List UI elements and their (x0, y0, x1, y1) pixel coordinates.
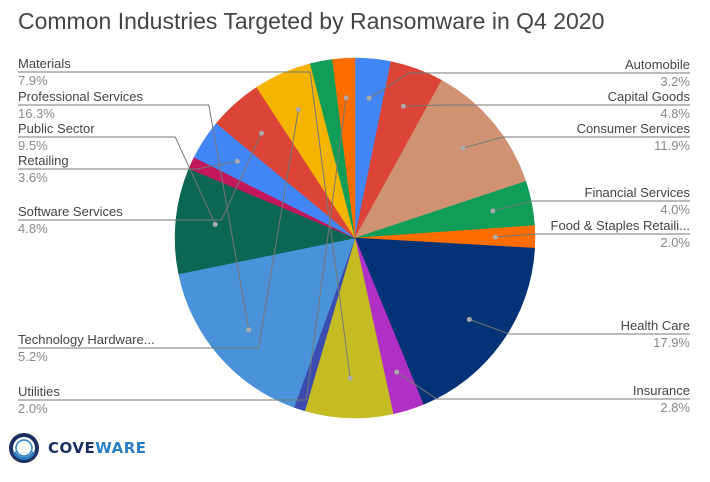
leader-dot (347, 375, 353, 381)
leader-dot (343, 95, 349, 101)
slice-label: Automobile (625, 57, 690, 72)
slice-label: Food & Staples Retaili... (551, 218, 690, 233)
leader-line (492, 200, 690, 212)
slice-label: Professional Services (18, 89, 143, 104)
slice-value-label: 4.8% (18, 221, 48, 236)
leader-line (18, 160, 238, 170)
leader-dot (258, 130, 264, 136)
leader-dot (246, 327, 252, 333)
slice-health-care (354, 237, 535, 405)
leader-line (403, 104, 690, 107)
slice-label: Capital Goods (608, 89, 691, 104)
slice-value-label: 7.9% (18, 73, 48, 88)
leader-dot (492, 234, 498, 240)
logo-text-ware: WARE (95, 439, 147, 457)
logo-text-cove: COVE (48, 439, 96, 457)
slice-label: Insurance (633, 383, 690, 398)
slice-label: Utilities (18, 384, 60, 399)
leader-line (18, 71, 351, 379)
slice-value-label: 11.9% (654, 138, 690, 153)
slice-label: Consumer Services (577, 121, 691, 136)
slice-label: Retailing (18, 153, 69, 168)
slice-value-label: 3.6% (18, 170, 48, 185)
slice-consumer-services (354, 79, 527, 239)
slice-value-label: 9.5% (18, 138, 48, 153)
slice-utilities (332, 57, 356, 239)
leader-dot (234, 158, 240, 164)
leader-dot (460, 145, 466, 151)
slice-value-label: 16.3% (18, 106, 55, 121)
leader-line (462, 136, 690, 149)
leader-dot (466, 316, 472, 322)
coveware-logo: COVEWARE (8, 432, 147, 464)
slice-value-label: 3.2% (660, 74, 690, 89)
slice-label: Software Services (18, 204, 123, 219)
slice-professional-services (178, 237, 356, 408)
leader-line (18, 104, 250, 330)
slice-value-label: 4.8% (660, 106, 690, 121)
leader-dot (212, 221, 218, 227)
slice-value-label: 2.0% (660, 235, 690, 250)
leader-line (18, 97, 347, 401)
slice-label: Materials (18, 56, 71, 71)
leader-dot (400, 103, 406, 109)
slice-label: Public Sector (18, 121, 95, 136)
leader-line (469, 318, 690, 335)
leader-line (18, 133, 262, 221)
leader-line (396, 371, 690, 400)
slice-value-label: 2.8% (660, 400, 690, 415)
leader-dot (394, 369, 400, 375)
leader-dot (295, 107, 301, 113)
logo-ring-icon (9, 433, 39, 463)
slice-value-label: 4.0% (660, 202, 690, 217)
leader-line (18, 136, 216, 225)
chart-title: Common Industries Targeted by Ransomware… (18, 8, 605, 34)
leader-dot (366, 95, 372, 101)
slice-value-label: 2.0% (18, 401, 48, 416)
slice-label: Health Care (621, 318, 690, 333)
leader-dot (490, 208, 496, 214)
slice-value-label: 17.9% (653, 335, 690, 350)
slice-label: Technology Hardware... (18, 332, 155, 347)
leader-line (368, 72, 690, 99)
slice-value-label: 5.2% (18, 349, 48, 364)
leader-line (495, 233, 690, 238)
leader-line (18, 109, 299, 349)
slice-label: Financial Services (585, 185, 691, 200)
